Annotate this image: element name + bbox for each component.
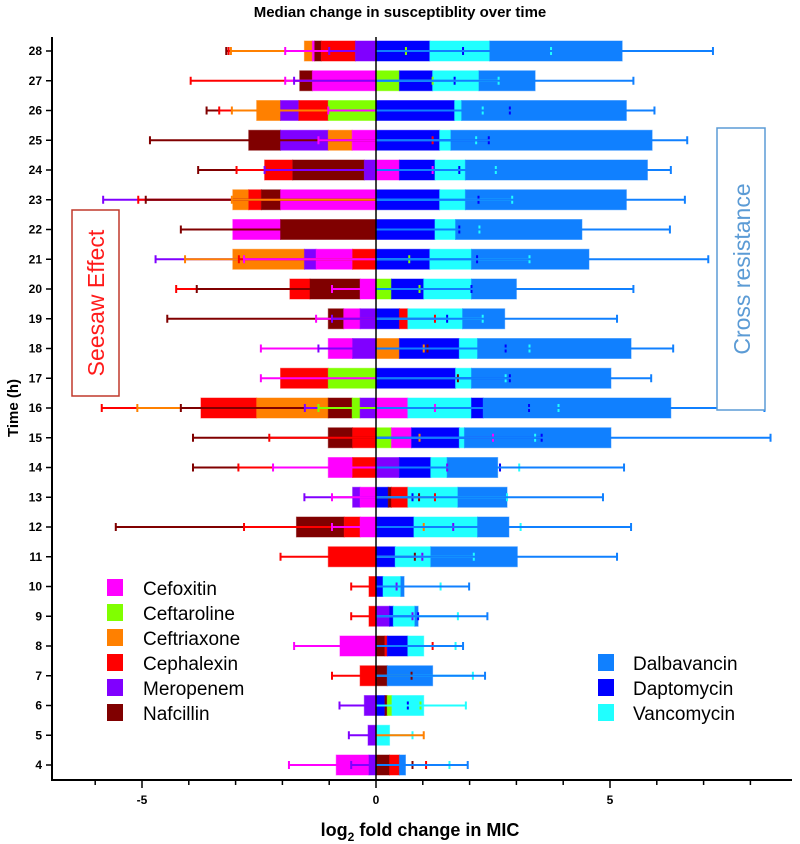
legend-label-ceftaroline: Ceftaroline (143, 604, 235, 625)
x-tick-label: -5 (137, 793, 148, 807)
x-tick-label: 0 (373, 793, 380, 807)
cross-resistance-box (716, 127, 766, 411)
y-tick-label-8: 8 (35, 639, 42, 653)
y-tick-label-25: 25 (29, 133, 43, 147)
legend-swatch-daptomycin (598, 679, 614, 696)
legend-label-vancomycin: Vancomycin (633, 704, 735, 725)
legend-swatch-vancomycin (598, 704, 614, 721)
y-tick-label-23: 23 (29, 193, 43, 207)
legend-label-meropenem: Meropenem (143, 679, 244, 700)
legend-label-cephalexin: Cephalexin (143, 654, 238, 675)
y-tick-label-22: 22 (29, 223, 43, 237)
y-tick-label-10: 10 (29, 580, 43, 594)
y-tick-label-12: 12 (29, 520, 43, 534)
legend-label-daptomycin: Daptomycin (633, 679, 733, 700)
legend-label-cefoxitin: Cefoxitin (143, 579, 217, 600)
x-axis-label-rest: fold change in MIC (354, 820, 519, 840)
legend-label-ceftriaxone: Ceftriaxone (143, 629, 240, 650)
legend-swatch-ceftaroline (107, 604, 123, 621)
x-tick-label: 5 (607, 793, 614, 807)
y-tick-label-6: 6 (35, 699, 42, 713)
x-axis-label-main: log (321, 820, 348, 840)
legend-swatch-dalbavancin (598, 654, 614, 671)
legend-swatch-nafcillin (107, 704, 123, 721)
x-axis-label: log2 fold change in MIC (321, 820, 520, 844)
y-ticks: 28 27 26 25 24 23 22 21 20 19 18 17 16 15 14 13 12 11 10 9 8… (29, 44, 52, 772)
legend: Cefoxitin Ceftaroline Ceftriaxone Cephalexi… (107, 579, 738, 725)
y-tick-label-16: 16 (29, 401, 43, 415)
x-ticks: -5 0 5 (94, 780, 752, 807)
x-axis-label-subscript: 2 (348, 830, 355, 844)
y-tick-label-13: 13 (29, 490, 43, 504)
y-tick-label-18: 18 (29, 342, 43, 356)
y-tick-label-15: 15 (29, 431, 43, 445)
y-axis-label: Time (h) (5, 379, 22, 437)
y-tick-label-14: 14 (29, 461, 43, 475)
seesaw-effect-box (71, 209, 120, 397)
y-tick-label-4: 4 (35, 758, 42, 772)
y-tick-label-21: 21 (29, 252, 43, 266)
y-tick-label-5: 5 (35, 728, 42, 742)
y-tick-label-27: 27 (29, 74, 43, 88)
legend-label-dalbavancin: Dalbavancin (633, 654, 738, 675)
y-tick-label-20: 20 (29, 282, 43, 296)
legend-swatch-cefoxitin (107, 579, 123, 596)
legend-swatch-cephalexin (107, 654, 123, 671)
cross-resistance-label: Cross resistance (729, 183, 755, 354)
y-tick-label-9: 9 (35, 609, 42, 623)
y-tick-label-26: 26 (29, 104, 43, 118)
y-tick-label-28: 28 (29, 44, 43, 58)
y-tick-label-11: 11 (29, 550, 42, 564)
y-tick-label-19: 19 (29, 312, 43, 326)
y-tick-label-24: 24 (29, 163, 43, 177)
y-tick-label-17: 17 (29, 371, 43, 385)
legend-label-nafcillin: Nafcillin (143, 704, 210, 725)
y-tick-label-7: 7 (35, 669, 42, 683)
error-bars-layer (100, 47, 772, 769)
legend-swatch-meropenem (107, 679, 123, 696)
seesaw-effect-label: Seesaw Effect (83, 229, 109, 376)
chart-title: Median change in susceptiblity over time (254, 4, 547, 21)
legend-swatch-ceftriaxone (107, 629, 123, 646)
